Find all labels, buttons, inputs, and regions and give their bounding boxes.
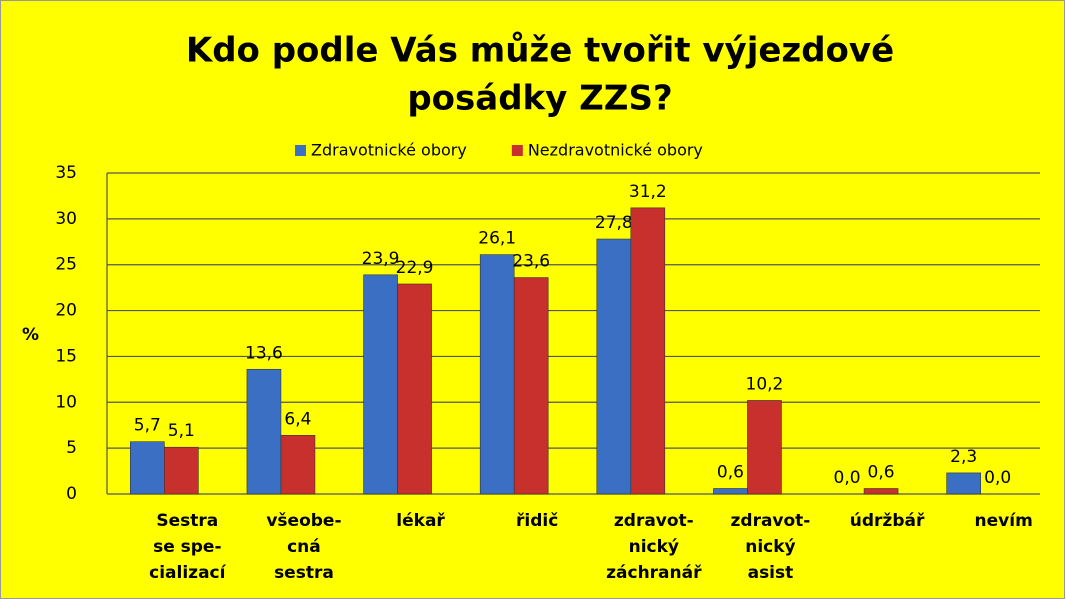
bar: [164, 446, 199, 495]
x-tick-label: zdravot-: [614, 511, 694, 531]
legend-swatch: [511, 145, 523, 156]
chart-title: Kdo podle Vás může tvořit výjezdové: [186, 31, 894, 71]
value-label: 23,6: [512, 252, 550, 272]
value-label: 2,3: [950, 447, 977, 467]
value-label: 0,0: [834, 468, 861, 488]
legend-swatch: [295, 145, 306, 156]
y-tick-label: 10: [55, 392, 77, 412]
value-label: 5,7: [134, 416, 161, 436]
chart-title: posádky ZZS?: [407, 79, 672, 119]
x-tick-label: zdravot-: [731, 511, 811, 531]
bar: [479, 254, 515, 495]
x-tick-label: nevím: [975, 511, 1033, 531]
legend-label: Nezdravotnické obory: [528, 141, 703, 160]
value-label: 5,1: [168, 421, 195, 441]
x-tick-label: cializací: [149, 563, 226, 583]
y-tick-label: 5: [66, 438, 77, 458]
x-tick-label: asist: [748, 563, 794, 583]
x-tick-label: záchranář: [606, 563, 702, 583]
x-tick-label: Sestra: [156, 511, 218, 531]
x-tick-label: sestra: [274, 563, 334, 583]
bar: [863, 488, 899, 495]
bar: [280, 435, 316, 495]
value-label: 6,4: [284, 409, 311, 429]
y-tick-label: 20: [55, 301, 77, 321]
value-label: 10,2: [746, 374, 784, 394]
x-tick-label: se spe-: [153, 537, 221, 557]
bar: [713, 488, 748, 495]
x-tick-label: nický: [629, 537, 679, 557]
bar: [363, 274, 398, 495]
value-label: 26,1: [478, 229, 516, 249]
bar: [513, 277, 549, 495]
x-tick-label: údržbář: [850, 511, 925, 531]
legend-label: Zdravotnické obory: [311, 141, 467, 160]
y-axis-label: %: [22, 325, 39, 345]
x-tick-label: nický: [745, 537, 795, 557]
y-tick-label: 25: [55, 255, 77, 275]
bar: [946, 472, 981, 495]
y-tick-label: 15: [55, 346, 77, 366]
x-tick-label: lékař: [396, 511, 445, 531]
bar: [130, 441, 165, 495]
bar: [747, 400, 782, 495]
value-label: 0,6: [868, 462, 895, 482]
x-tick-label: řidič: [516, 511, 558, 531]
value-label: 0,0: [984, 468, 1011, 488]
x-tick-label: cná: [287, 537, 321, 557]
bar: [630, 207, 666, 495]
value-label: 27,8: [595, 213, 633, 233]
bar: [246, 368, 282, 495]
value-label: 22,9: [396, 258, 434, 278]
value-label: 31,2: [629, 182, 667, 202]
bar: [596, 238, 632, 495]
y-tick-label: 35: [55, 163, 77, 183]
value-label: 23,9: [362, 249, 400, 269]
value-label: 13,6: [245, 343, 283, 363]
y-tick-label: 30: [55, 209, 77, 229]
x-tick-label: všeobe-: [266, 511, 341, 531]
y-tick-label: 0: [66, 484, 77, 504]
bar: [397, 283, 432, 495]
value-label: 0,6: [717, 462, 744, 482]
